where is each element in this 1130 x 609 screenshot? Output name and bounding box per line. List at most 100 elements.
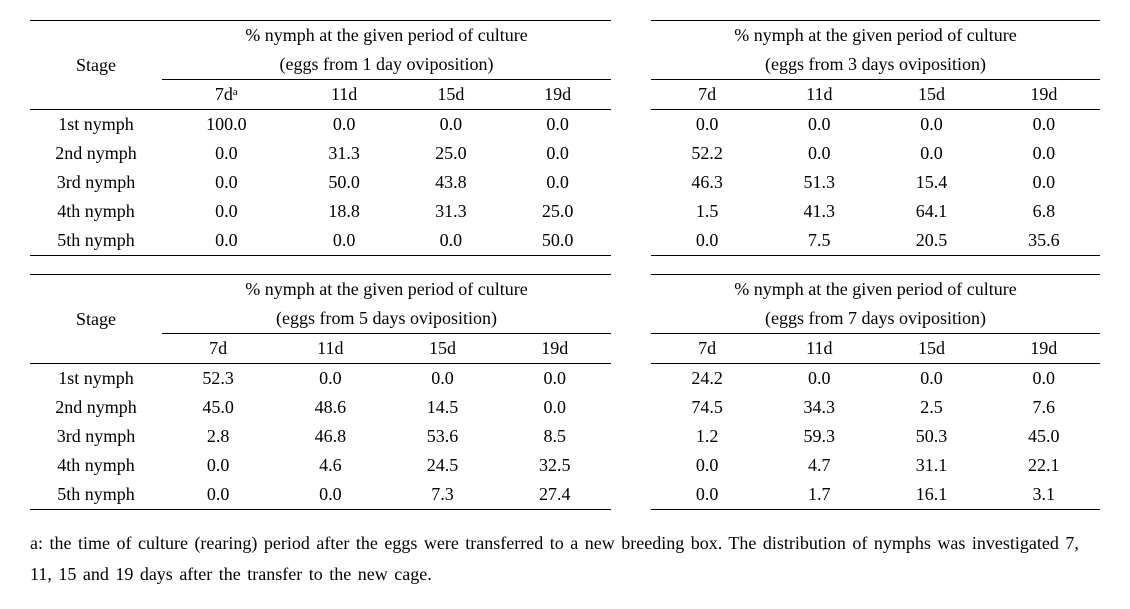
cell-value: 51.3 (763, 168, 875, 197)
cell-value: 52.2 (651, 139, 763, 168)
stage-header: Stage (30, 275, 162, 364)
col-header-left: 7d (162, 334, 274, 364)
cell-value: 0.0 (651, 480, 763, 510)
cell-value: 31.3 (291, 139, 398, 168)
table: Stage% nymph at the given period of cult… (30, 274, 1100, 510)
cell-value: 1.7 (763, 480, 875, 510)
cell-value: 50.3 (875, 422, 987, 451)
row-label: 2nd nymph (30, 139, 162, 168)
col-header-right: 7d (651, 334, 763, 364)
group-title-right-line1: % nymph at the given period of culture (651, 21, 1100, 51)
cell-value: 0.0 (162, 139, 291, 168)
cell-value: 0.0 (499, 393, 611, 422)
cell-value: 50.0 (291, 168, 398, 197)
cell-value: 0.0 (162, 226, 291, 256)
cell-value: 0.0 (763, 139, 875, 168)
column-gap (611, 451, 651, 480)
cell-value: 0.0 (398, 226, 505, 256)
col-header-left: 15d (398, 80, 505, 110)
row-label: 4th nymph (30, 197, 162, 226)
cell-value: 0.0 (162, 197, 291, 226)
table-row: 2nd nymph45.048.614.50.074.534.32.57.6 (30, 393, 1100, 422)
cell-value: 35.6 (988, 226, 1100, 256)
cell-value: 0.0 (763, 110, 875, 140)
row-label: 5th nymph (30, 226, 162, 256)
column-gap (611, 480, 651, 510)
row-label: 4th nymph (30, 451, 162, 480)
cell-value: 0.0 (504, 139, 611, 168)
cell-value: 45.0 (162, 393, 274, 422)
cell-value: 34.3 (763, 393, 875, 422)
column-gap (611, 364, 651, 394)
cell-value: 53.6 (386, 422, 498, 451)
cell-value: 0.0 (504, 168, 611, 197)
group-title-left-line1: % nymph at the given period of culture (162, 275, 611, 305)
cell-value: 0.0 (651, 226, 763, 256)
row-label: 1st nymph (30, 364, 162, 394)
cell-value: 0.0 (162, 451, 274, 480)
row-label: 3rd nymph (30, 168, 162, 197)
cell-value: 0.0 (291, 226, 398, 256)
cell-value: 0.0 (274, 364, 386, 394)
col-header-left: 7dᵃ (162, 80, 291, 110)
col-header-right: 19d (988, 80, 1100, 110)
cell-value: 0.0 (274, 480, 386, 510)
cell-value: 46.8 (274, 422, 386, 451)
cell-value: 25.0 (504, 197, 611, 226)
group-title-left-line2: (eggs from 1 day oviposition) (162, 50, 611, 80)
row-label: 5th nymph (30, 480, 162, 510)
row-label: 3rd nymph (30, 422, 162, 451)
col-header-left: 11d (274, 334, 386, 364)
cell-value: 1.2 (651, 422, 763, 451)
cell-value: 0.0 (291, 110, 398, 140)
cell-value: 0.0 (162, 168, 291, 197)
group-title-right-line1: % nymph at the given period of culture (651, 275, 1100, 305)
col-header-right: 15d (875, 334, 987, 364)
cell-value: 46.3 (651, 168, 763, 197)
cell-value: 1.5 (651, 197, 763, 226)
cell-value: 15.4 (875, 168, 987, 197)
cell-value: 7.6 (988, 393, 1100, 422)
cell-value: 4.6 (274, 451, 386, 480)
table: Stage% nymph at the given period of cult… (30, 20, 1100, 256)
row-label: 2nd nymph (30, 393, 162, 422)
table-row: 4th nymph0.018.831.325.01.541.364.16.8 (30, 197, 1100, 226)
cell-value: 3.1 (988, 480, 1100, 510)
cell-value: 20.5 (875, 226, 987, 256)
column-gap (611, 422, 651, 451)
cell-value: 0.0 (988, 364, 1100, 394)
group-title-left-line2: (eggs from 5 days oviposition) (162, 304, 611, 334)
col-header-left: 19d (499, 334, 611, 364)
cell-value: 31.1 (875, 451, 987, 480)
cell-value: 32.5 (499, 451, 611, 480)
column-gap (611, 226, 651, 256)
cell-value: 43.8 (398, 168, 505, 197)
row-label: 1st nymph (30, 110, 162, 140)
cell-value: 24.2 (651, 364, 763, 394)
cell-value: 0.0 (651, 451, 763, 480)
table-row: 5th nymph0.00.07.327.40.01.716.13.1 (30, 480, 1100, 510)
cell-value: 100.0 (162, 110, 291, 140)
cell-value: 7.5 (763, 226, 875, 256)
cell-value: 0.0 (499, 364, 611, 394)
col-header-left: 19d (504, 80, 611, 110)
table-row: 3rd nymph2.846.853.68.51.259.350.345.0 (30, 422, 1100, 451)
cell-value: 31.3 (398, 197, 505, 226)
cell-value: 0.0 (875, 139, 987, 168)
cell-value: 0.0 (875, 364, 987, 394)
cell-value: 2.8 (162, 422, 274, 451)
cell-value: 0.0 (162, 480, 274, 510)
cell-value: 0.0 (398, 110, 505, 140)
cell-value: 2.5 (875, 393, 987, 422)
group-title-right-line2: (eggs from 7 days oviposition) (651, 304, 1100, 334)
cell-value: 4.7 (763, 451, 875, 480)
column-gap (611, 21, 651, 110)
cell-value: 41.3 (763, 197, 875, 226)
cell-value: 0.0 (651, 110, 763, 140)
cell-value: 0.0 (386, 364, 498, 394)
col-header-right: 11d (763, 334, 875, 364)
cell-value: 18.8 (291, 197, 398, 226)
cell-value: 52.3 (162, 364, 274, 394)
cell-value: 50.0 (504, 226, 611, 256)
cell-value: 24.5 (386, 451, 498, 480)
